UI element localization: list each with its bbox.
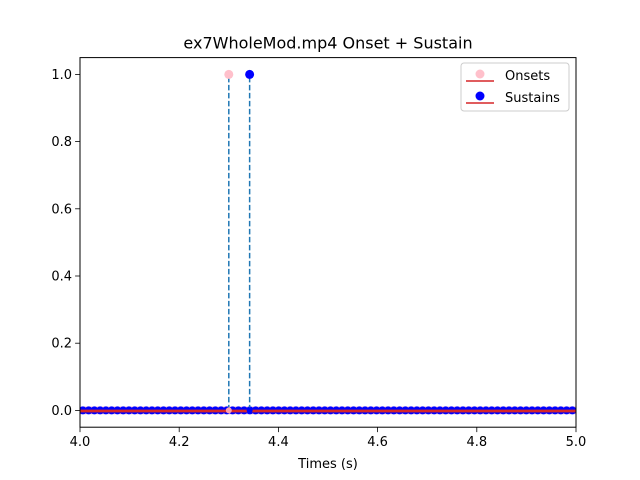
legend: Onsets Sustains — [460, 62, 570, 112]
x-tick-label: 4.8 — [466, 435, 487, 450]
y-tick-label: 0.8 — [51, 135, 72, 150]
legend-entry-sustains: Sustains — [466, 91, 560, 106]
x-tick-label: 4.4 — [268, 435, 289, 450]
legend-onsets-marker — [475, 69, 485, 79]
y-tick-label: 0.0 — [51, 404, 72, 419]
plot-area — [80, 69, 576, 415]
axes-frame — [79, 57, 577, 428]
sustains-marker — [245, 69, 255, 79]
y-axis-ticks: 0.0 0.2 0.4 0.6 0.8 1.0 — [51, 68, 80, 419]
plot-content — [80, 69, 576, 415]
x-tick-label: 4.0 — [70, 435, 91, 450]
legend-sustains-label: Sustains — [505, 91, 560, 106]
legend-sustains-marker — [475, 91, 485, 101]
x-tick-label: 4.6 — [367, 435, 388, 450]
legend-frame — [460, 62, 570, 112]
chart-title: ex7WholeMod.mp4 Onset + Sustain — [183, 34, 472, 53]
y-tick-label: 0.4 — [51, 270, 72, 285]
x-axis-label: Times (s) — [297, 457, 358, 472]
x-tick-label: 4.2 — [169, 435, 190, 450]
onsets-stem-base-marker — [225, 407, 232, 414]
y-tick-label: 0.2 — [51, 337, 72, 352]
legend-onsets-label: Onsets — [505, 69, 550, 84]
sustains-stem-base-marker — [246, 407, 253, 414]
x-tick-label: 5.0 — [566, 435, 587, 450]
legend-entry-onsets: Onsets — [466, 69, 550, 84]
onsets-marker — [224, 69, 234, 79]
y-tick-label: 1.0 — [51, 68, 72, 83]
x-axis-ticks: 4.0 4.2 4.4 4.6 4.8 5.0 — [70, 427, 587, 450]
y-tick-label: 0.6 — [51, 202, 72, 217]
